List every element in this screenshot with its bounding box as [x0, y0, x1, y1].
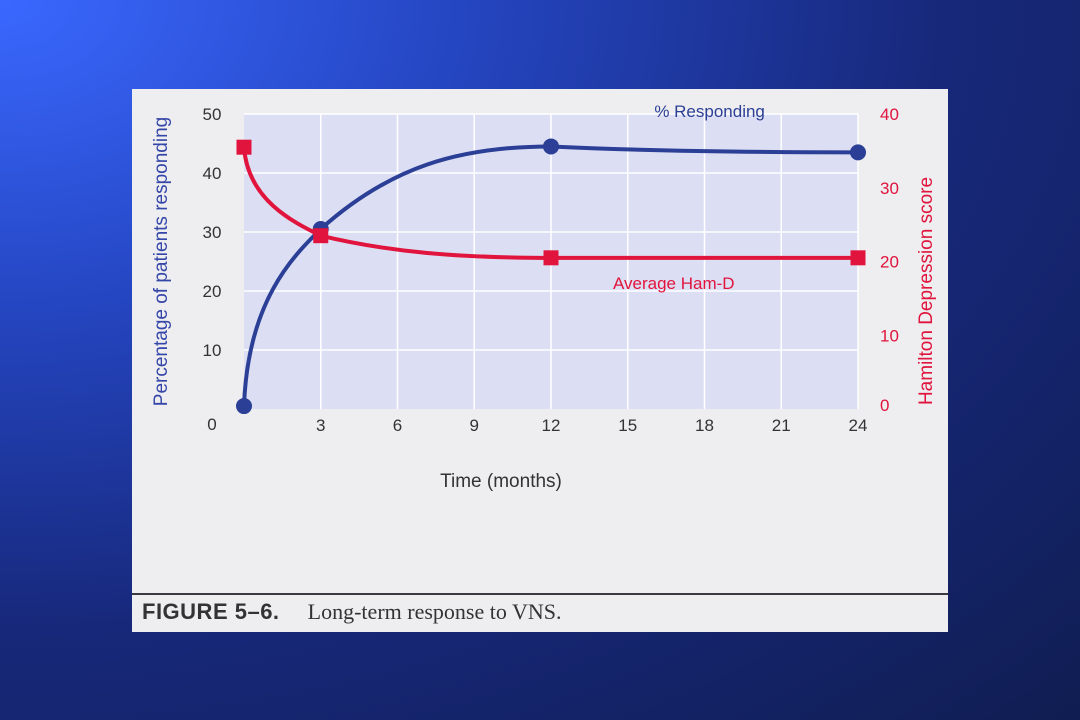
y-left-tick-label: 10: [203, 341, 222, 360]
series-label-responding: % Responding: [654, 102, 765, 121]
series-label-ham-d: Average Ham-D: [613, 274, 735, 293]
y-right-tick-label: 40: [880, 105, 899, 124]
x-tick-label: 21: [772, 416, 791, 435]
y-left-tick-label: 30: [203, 223, 222, 242]
y-right-tick-label: 0: [880, 396, 889, 415]
data-point-responding: [850, 144, 866, 161]
y-left-tick-label: 40: [203, 164, 222, 183]
caption-label: FIGURE 5–6.: [142, 599, 280, 624]
data-point-responding: [236, 398, 252, 415]
data-point-ham-d: [543, 250, 559, 266]
data-point-ham-d: [850, 250, 866, 266]
y-right-axis-title: Hamilton Depression score: [916, 177, 937, 405]
chart: 0 10 20 30 40 50 0 10 20 30 40 3 6 9 12 15 18 21 24 Time (m…: [151, 102, 937, 492]
figure-caption: FIGURE 5–6. Long-term response to VNS.: [142, 599, 561, 625]
y-right-tick-label: 20: [880, 253, 899, 272]
x-axis-title: Time (months): [440, 471, 562, 492]
series-line-ham-d: [242, 147, 858, 260]
x-tick-label: 3: [316, 416, 325, 435]
y-left-tick-label: 0: [207, 415, 216, 434]
y-right-tick-label: 10: [880, 326, 899, 345]
x-tick-label: 18: [695, 416, 714, 435]
y-left-axis-title: Percentage of patients responding: [151, 117, 172, 406]
data-point-ham-d: [236, 139, 252, 155]
figure-panel: 0 10 20 30 40 50 0 10 20 30 40 3 6 9 12 15 18 21 24 Time (m…: [132, 89, 948, 632]
caption-text: Long-term response to VNS.: [307, 599, 562, 624]
data-point-responding: [543, 138, 559, 155]
y-left-tick-label: 20: [203, 282, 222, 301]
x-tick-label: 12: [542, 416, 561, 435]
x-tick-label: 24: [849, 416, 868, 435]
y-right-tick-label: 30: [880, 179, 899, 198]
x-tick-label: 6: [393, 416, 402, 435]
y-left-tick-label: 50: [203, 105, 222, 124]
x-tick-label: 9: [470, 416, 479, 435]
figure-divider: [132, 593, 948, 595]
x-tick-label: 15: [618, 416, 637, 435]
series-line-responding: [242, 144, 859, 407]
data-point-ham-d: [313, 228, 329, 244]
